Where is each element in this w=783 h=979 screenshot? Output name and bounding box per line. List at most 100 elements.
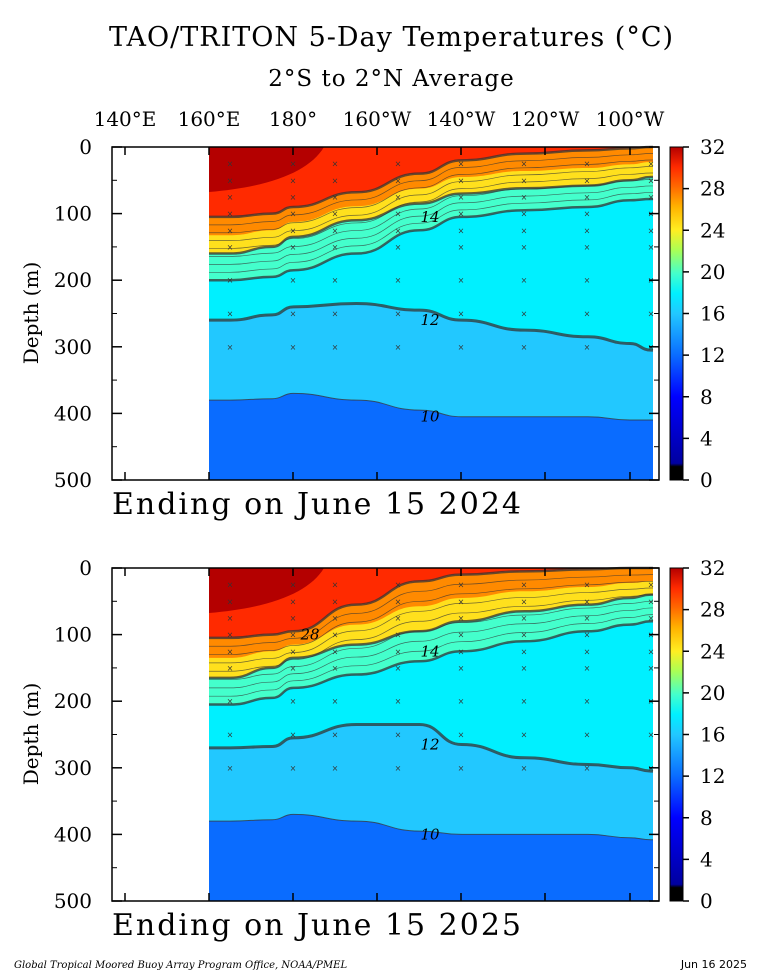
- colorbar-tick-label: 16: [700, 302, 725, 326]
- sensor-mark: ×: [290, 731, 297, 740]
- sensor-mark: ×: [395, 210, 402, 219]
- sensor-mark: ×: [521, 581, 528, 590]
- sensor-mark: ×: [521, 310, 528, 319]
- sensor-mark: ×: [458, 614, 465, 623]
- sensor-mark: ×: [332, 631, 339, 640]
- sensor-mark: ×: [458, 176, 465, 185]
- sensor-mark: ×: [521, 343, 528, 352]
- chart-subtitle: 2°S to 2°N Average: [268, 66, 515, 92]
- band-cool: [209, 198, 653, 351]
- sensor-mark: ×: [458, 581, 465, 590]
- sensor-mark: ×: [458, 764, 465, 773]
- y-tick-label: 0: [79, 556, 92, 580]
- sensor-mark: ×: [332, 193, 339, 202]
- colorbar-tick-label: 20: [700, 260, 725, 284]
- colorbar-ticks: 0 4 8 12 16 20 24 28 32: [683, 556, 725, 913]
- isotherm-line: [208, 175, 653, 255]
- sensor-mark: ×: [395, 226, 402, 235]
- sensor-mark: ×: [290, 697, 297, 706]
- band-cool: [209, 621, 653, 772]
- chart-title: TAO/TRITON 5-Day Temperatures (°C): [108, 22, 675, 53]
- sensor-mark: ×: [458, 226, 465, 235]
- longitude-label: 140°W: [427, 107, 496, 131]
- isotherm-line: [209, 587, 653, 664]
- sensor-mark: ×: [332, 210, 339, 219]
- sensor-mark: ×: [648, 731, 655, 740]
- band-warm: [209, 147, 653, 217]
- sensor-mark: ×: [227, 647, 234, 656]
- isotherm-contours: 14 12 10: [208, 145, 653, 426]
- sensor-mark: ×: [584, 631, 591, 640]
- isotherm-line: [209, 723, 653, 773]
- isotherm-line: [208, 192, 653, 273]
- sensor-mark: ×: [332, 664, 339, 673]
- sensor-mark: ×: [332, 764, 339, 773]
- colorbar-tick-label: 0: [700, 468, 713, 492]
- sensor-mark: ×: [395, 243, 402, 252]
- sensor-mark: ×: [227, 243, 234, 252]
- sensor-mark: ×: [584, 647, 591, 656]
- sensor-mark: ×: [458, 160, 465, 169]
- temperature-field: [209, 568, 653, 901]
- contour-label: 28: [299, 626, 319, 644]
- longitude-labels: 140°E 160°E 180° 160°W 140°W 120°W 100°W: [94, 107, 665, 131]
- isotherm-line: [208, 172, 653, 249]
- sensor-mark: ×: [584, 764, 591, 773]
- sensor-mark: ×: [227, 210, 234, 219]
- warm-pool-core: [209, 568, 324, 613]
- sensor-mark: ×: [290, 631, 297, 640]
- colorbar-tick-label: 32: [700, 556, 725, 580]
- sensor-mark: ×: [521, 697, 528, 706]
- sensor-mark: ×: [290, 647, 297, 656]
- contour-label: 12: [420, 311, 439, 329]
- sensor-mark: ×: [290, 581, 297, 590]
- sensor-mark: ×: [584, 226, 591, 235]
- sensor-mark: ×: [227, 343, 234, 352]
- colorbar-tick-label: 28: [700, 177, 725, 201]
- sensor-mark: ×: [227, 664, 234, 673]
- sensor-mark: ×: [290, 597, 297, 606]
- colorbar-tick-label: 4: [700, 847, 713, 871]
- contour-label: 10: [420, 408, 440, 426]
- sensor-mark: ×: [395, 176, 402, 185]
- y-tick-label: 400: [54, 822, 92, 846]
- isotherm-line: [209, 159, 653, 234]
- sensor-mark: ×: [227, 764, 234, 773]
- sensor-mark: ×: [290, 226, 297, 235]
- sensor-mark: ×: [648, 176, 655, 185]
- y-tick-label: 400: [54, 401, 92, 425]
- colorbar: [669, 567, 684, 902]
- longitude-label: 100°W: [596, 107, 665, 131]
- sensor-mark: ×: [227, 631, 234, 640]
- colorbar-ticks: 0 4 8 12 16 20 24 28 32: [683, 135, 725, 492]
- sensor-mark: ×: [227, 176, 234, 185]
- sensor-mark: ×: [458, 343, 465, 352]
- isotherm-line: [209, 185, 653, 265]
- sensor-mark: ×: [395, 343, 402, 352]
- sensor-mark: ×: [521, 193, 528, 202]
- isotherm-line: [209, 813, 653, 841]
- sensor-mark: ×: [290, 664, 297, 673]
- sensor-mark: ×: [290, 310, 297, 319]
- sensor-mark: ×: [395, 193, 402, 202]
- isotherm-line: [209, 179, 653, 257]
- sensor-mark: ×: [458, 193, 465, 202]
- sensor-mark: ×: [521, 631, 528, 640]
- sensor-mark: ×: [395, 310, 402, 319]
- sensor-mark: ×: [458, 276, 465, 285]
- colorbar-tick-label: 24: [700, 639, 725, 663]
- band-deep: [209, 393, 653, 480]
- sensor-mark: ×: [584, 160, 591, 169]
- colorbar-tick-label: 0: [700, 889, 713, 913]
- sensor-mark: ×: [648, 310, 655, 319]
- colorbar-tick-label: 4: [700, 426, 713, 450]
- isotherm-line: [209, 594, 653, 672]
- colorbar-tick-label: 32: [700, 135, 725, 159]
- isotherm-line: [208, 166, 653, 242]
- sensor-mark: ×: [290, 193, 297, 202]
- sensor-mark: ×: [395, 697, 402, 706]
- sensor-mark: ×: [332, 310, 339, 319]
- sensor-mark: ×: [584, 193, 591, 202]
